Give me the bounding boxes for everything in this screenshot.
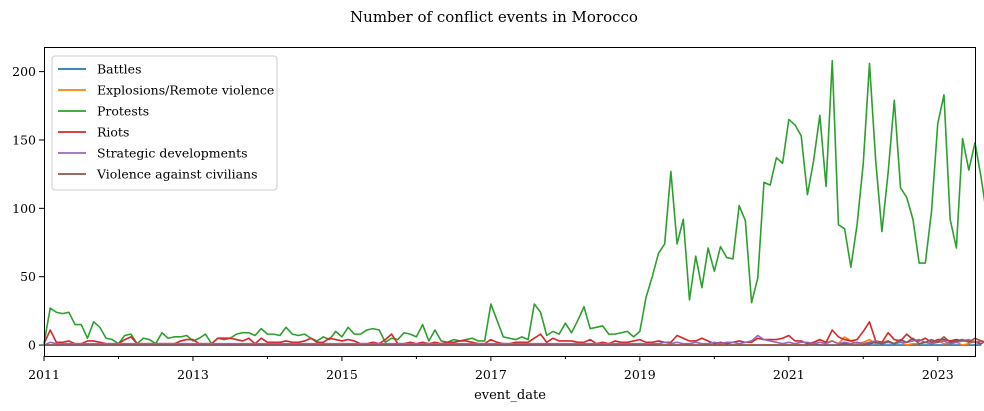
legend-label-5: Violence against civilians bbox=[96, 167, 258, 182]
series-line-5 bbox=[44, 336, 984, 346]
legend-label-4: Strategic developments bbox=[97, 146, 248, 161]
x-tick-label-6: 2023 bbox=[922, 367, 954, 382]
x-axis: 2011 2013 2015 2017 2019 2021 2023 bbox=[28, 356, 954, 382]
y-tick-label-2: 100 bbox=[12, 201, 36, 216]
x-tick-label-4: 2019 bbox=[624, 367, 656, 382]
x-tick-label-5: 2021 bbox=[773, 367, 805, 382]
y-tick-label-3: 150 bbox=[12, 132, 36, 147]
legend-box bbox=[51, 55, 278, 191]
chart-title: Number of conflict events in Morocco bbox=[350, 8, 638, 26]
y-tick-label-1: 50 bbox=[20, 269, 36, 284]
legend: Battles Explosions/Remote violence Protest… bbox=[51, 55, 278, 191]
series-layer bbox=[43, 59, 984, 346]
legend-label-0: Battles bbox=[97, 62, 142, 77]
x-tick-label-3: 2017 bbox=[475, 367, 507, 382]
series-line-3 bbox=[43, 321, 984, 345]
x-tick-label-2: 2015 bbox=[326, 367, 358, 382]
x-axis-label: event_date bbox=[474, 388, 546, 403]
y-tick-label-4: 200 bbox=[12, 64, 36, 79]
legend-label-3: Riots bbox=[97, 125, 129, 140]
x-tick-label-0: 2011 bbox=[28, 367, 60, 382]
legend-label-2: Protests bbox=[97, 104, 149, 119]
x-tick-label-1: 2013 bbox=[177, 367, 209, 382]
series-line-4 bbox=[43, 334, 984, 346]
y-axis: 0 50 100 150 200 bbox=[12, 64, 44, 353]
legend-label-1: Explosions/Remote violence bbox=[97, 83, 274, 98]
plot-frame bbox=[44, 47, 976, 357]
y-tick-label-0: 0 bbox=[28, 338, 36, 353]
series-line-2 bbox=[43, 59, 984, 345]
